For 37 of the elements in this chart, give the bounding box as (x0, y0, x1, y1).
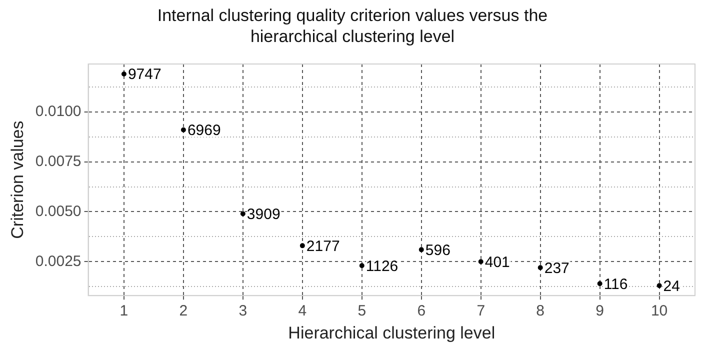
annotation: 6969 (187, 122, 221, 140)
x-axis-title: Hierarchical clustering level (288, 323, 496, 342)
x-tick-label: 2 (179, 302, 188, 320)
y-tick-label: 0.0075 (35, 152, 82, 170)
annotation: 2177 (306, 238, 340, 255)
x-tick-label: 4 (298, 302, 307, 320)
chart-title: Internal clustering quality criterion values versus the hierarchical clustering level (156, 5, 549, 47)
point (300, 243, 305, 248)
annotation: 237 (544, 260, 570, 277)
y-axis-title: Criterion values (8, 120, 27, 239)
annotation: 24 (663, 278, 680, 295)
point (538, 265, 543, 270)
annotation: 3909 (246, 206, 280, 223)
x-tick-label: 3 (238, 302, 248, 320)
x-tick-label: 8 (536, 302, 545, 320)
annotation: 596 (425, 242, 450, 259)
point (180, 127, 186, 132)
y-tick-label: 0.0025 (35, 252, 82, 270)
y-tick-label: 0.0050 (35, 202, 82, 220)
x-tick-label: 10 (650, 302, 668, 320)
annotation: 401 (484, 254, 510, 271)
annotation: 116 (604, 276, 628, 293)
x-tick-label: 9 (596, 302, 604, 320)
annotation: 9747 (128, 66, 162, 84)
annotation: 1126 (366, 258, 398, 275)
point (240, 211, 246, 216)
point (597, 281, 602, 286)
point (478, 259, 484, 264)
x-tick-label: 5 (358, 302, 366, 320)
x-tick-label: 1 (120, 302, 128, 320)
point (656, 283, 662, 288)
point (121, 71, 126, 76)
x-tick-label: 6 (417, 302, 426, 320)
x-tick-label: 7 (476, 302, 486, 320)
y-tick-label: 0.0100 (35, 103, 82, 120)
point (359, 263, 364, 268)
point (418, 247, 424, 252)
